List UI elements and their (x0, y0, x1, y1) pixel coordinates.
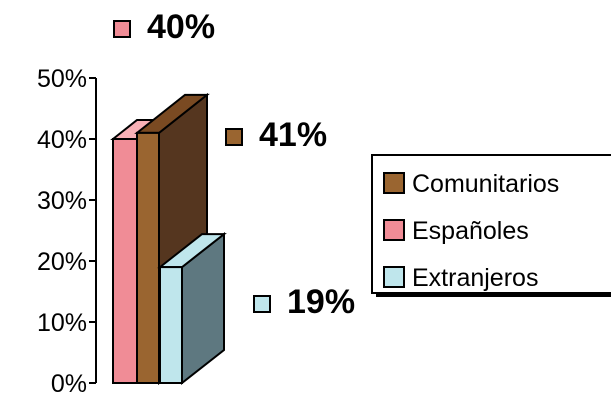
bar-front-face (112, 138, 138, 384)
data-label-text: 40% (147, 8, 215, 46)
y-tick-label: 50% (37, 65, 87, 93)
legend-item-españoles: Españoles (383, 217, 529, 245)
data-label-extranjeros: 19% (253, 283, 355, 321)
data-label-españoles: 40% (113, 8, 215, 46)
legend-label: Comunitarios (412, 170, 559, 198)
y-axis: 0% 10% 20% 30% 40% 50% (37, 65, 97, 398)
legend: Comunitarios Españoles Extranjeros (371, 154, 611, 297)
legend-swatch (383, 266, 405, 288)
y-tick-label: 0% (51, 370, 87, 398)
bar-front-face (159, 266, 183, 385)
y-tick-label: 30% (37, 187, 87, 215)
data-label-text: 19% (287, 283, 355, 321)
data-labels: 40% 41% 19% (113, 8, 355, 321)
data-label-swatch (253, 295, 271, 313)
data-label-comunitarios: 41% (225, 116, 327, 154)
legend-label: Españoles (412, 217, 529, 245)
legend-swatch (383, 172, 405, 194)
legend-box (371, 154, 611, 294)
legend-item-comunitarios: Comunitarios (383, 170, 559, 198)
legend-swatch (383, 219, 405, 241)
bars (110, 92, 227, 386)
bar-front-face (136, 131, 160, 384)
legend-item-extranjeros: Extranjeros (383, 264, 538, 292)
y-tick-label: 20% (37, 248, 87, 276)
legend-label: Extranjeros (412, 264, 538, 292)
data-label-swatch (113, 20, 131, 38)
y-tick-label: 10% (37, 309, 87, 337)
data-label-swatch (225, 128, 243, 146)
data-label-text: 41% (259, 116, 327, 154)
bar-extranjeros (157, 232, 227, 386)
y-tick-label: 40% (37, 126, 87, 154)
